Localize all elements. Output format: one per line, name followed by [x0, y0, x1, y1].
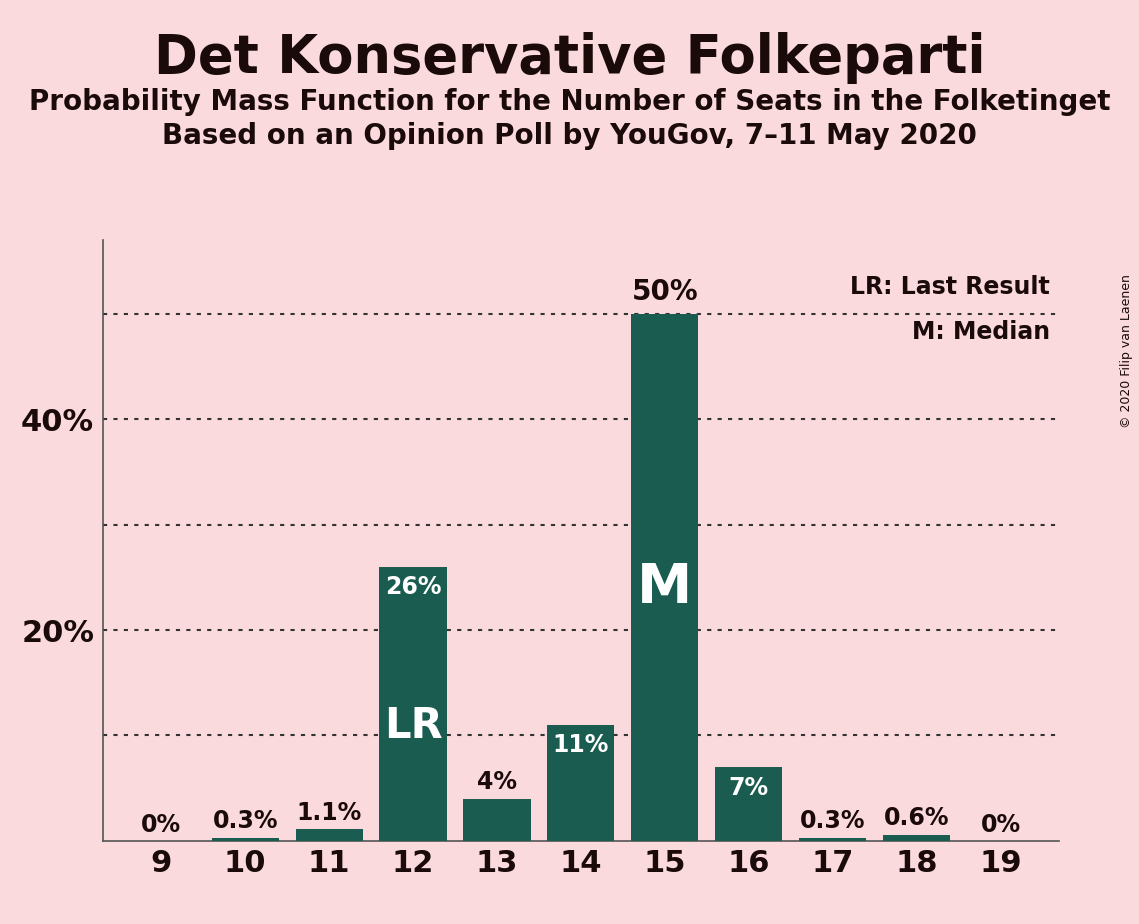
Text: 0.3%: 0.3% [800, 809, 866, 833]
Bar [464, 798, 531, 841]
Text: LR: Last Result: LR: Last Result [850, 275, 1050, 299]
Text: 4%: 4% [477, 771, 517, 795]
Text: LR: LR [384, 705, 442, 747]
Text: Based on an Opinion Poll by YouGov, 7–11 May 2020: Based on an Opinion Poll by YouGov, 7–11… [162, 122, 977, 150]
Text: 11%: 11% [552, 734, 609, 758]
Bar [295, 829, 362, 841]
Text: M: M [637, 561, 693, 615]
Text: 50%: 50% [631, 277, 698, 306]
Text: 0%: 0% [141, 812, 181, 836]
Text: M: Median: M: Median [911, 320, 1050, 344]
Bar [883, 834, 950, 841]
Bar [379, 567, 446, 841]
Text: 0%: 0% [981, 812, 1021, 836]
Bar [548, 725, 614, 841]
Text: 0.3%: 0.3% [213, 809, 278, 833]
Text: 0.6%: 0.6% [884, 807, 949, 831]
Bar [212, 838, 279, 841]
Text: 26%: 26% [385, 576, 441, 600]
Text: 7%: 7% [729, 775, 769, 799]
Text: © 2020 Filip van Laenen: © 2020 Filip van Laenen [1121, 274, 1133, 428]
Text: 1.1%: 1.1% [296, 801, 362, 825]
Bar [631, 314, 698, 841]
Bar [800, 838, 867, 841]
Text: Probability Mass Function for the Number of Seats in the Folketinget: Probability Mass Function for the Number… [28, 88, 1111, 116]
Text: Det Konservative Folkeparti: Det Konservative Folkeparti [154, 32, 985, 84]
Bar [715, 767, 782, 841]
